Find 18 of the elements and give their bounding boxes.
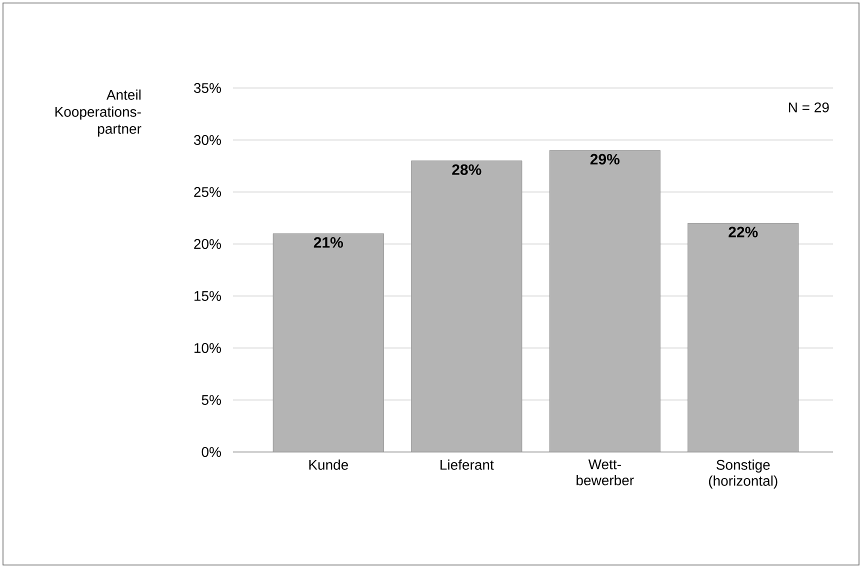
data-label: 29% (590, 154, 620, 165)
x-tick-label: Wett- bewerber (576, 460, 634, 486)
data-label: 22% (728, 226, 758, 238)
x-tick-label: Kunde (309, 460, 348, 470)
y-tick-label: 15% (194, 291, 221, 301)
y-axis-title: Anteil Kooperations-partner (55, 90, 142, 137)
x-tick-label: Sonstige (horizontal) (708, 460, 778, 489)
y-tick-label: 25% (194, 187, 221, 197)
y-tick-label: 30% (194, 135, 221, 145)
data-label: 21% (314, 237, 343, 248)
x-tick-label: Lieferant (440, 460, 494, 470)
y-tick-label: 0% (202, 447, 221, 457)
annotation: N = 29 (788, 102, 829, 112)
y-tick-label: 10% (194, 343, 221, 353)
y-tick-label: 35% (194, 83, 221, 93)
y-tick-label: 5% (202, 395, 221, 405)
data-label: 28% (452, 164, 482, 175)
y-tick-label: 20% (194, 239, 221, 249)
